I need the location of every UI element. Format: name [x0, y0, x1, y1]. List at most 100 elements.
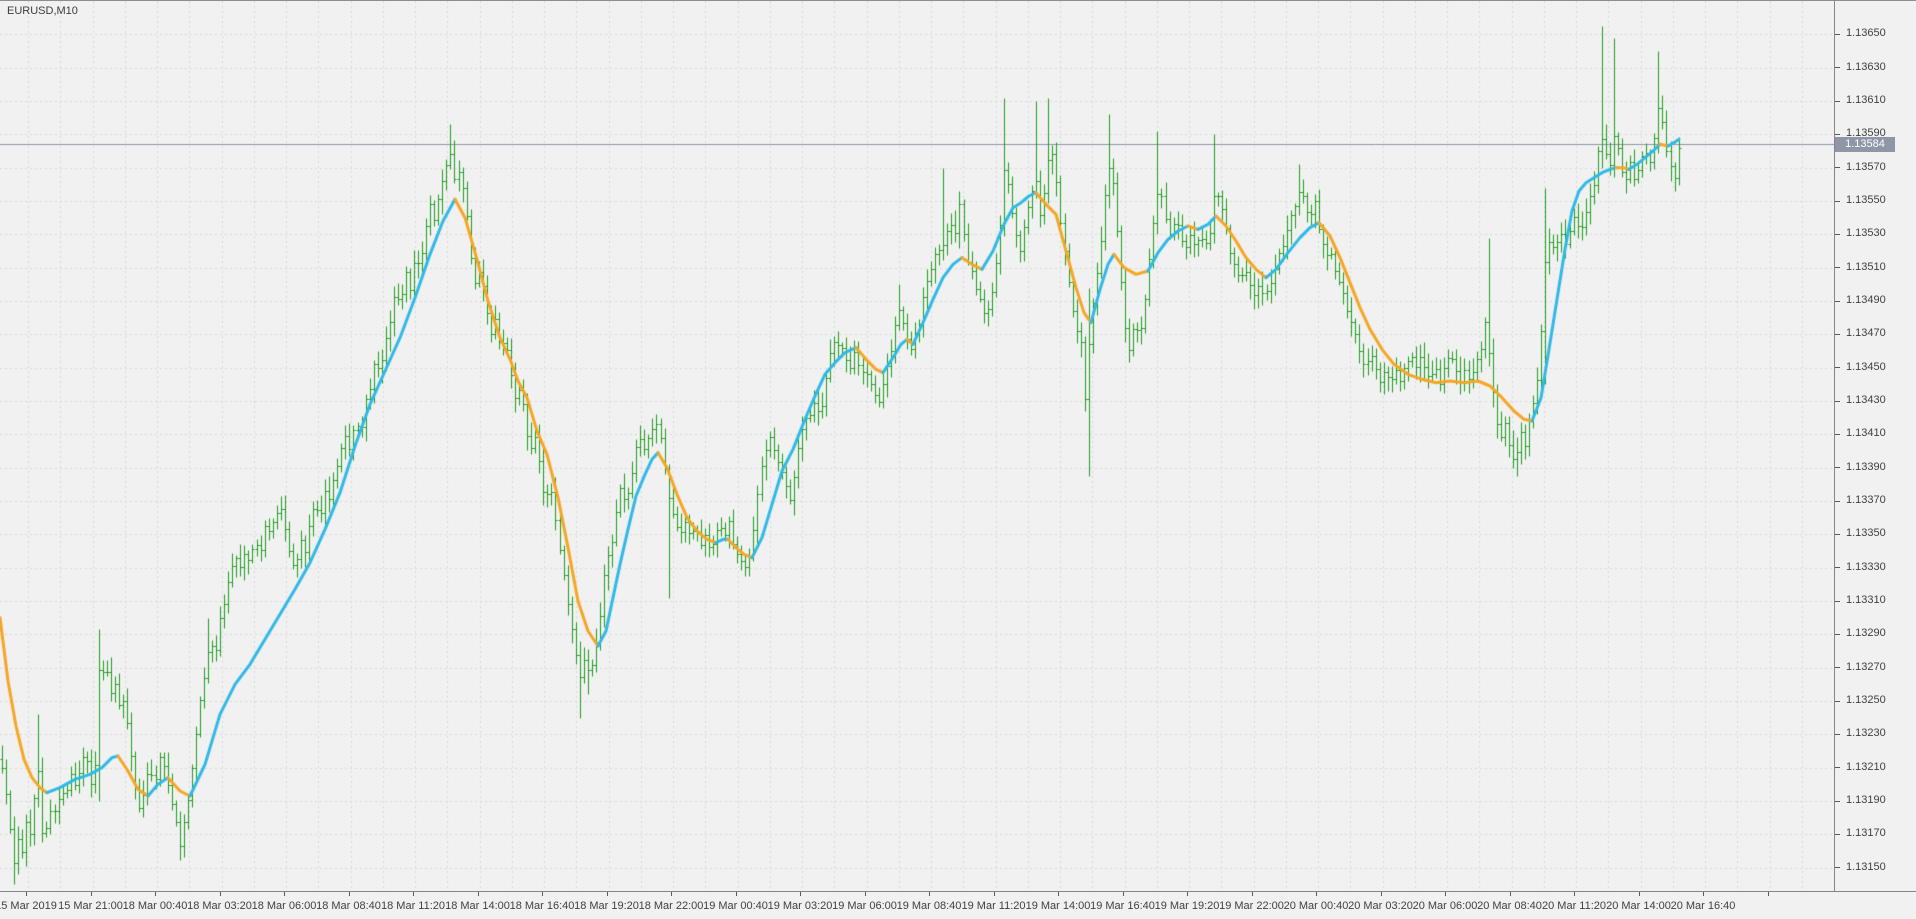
- time-axis-label: 19 Mar 16:40: [1090, 900, 1155, 912]
- price-axis-label: 1.13610: [1846, 94, 1886, 106]
- time-axis-label: 18 Mar 14:00: [445, 900, 510, 912]
- time-axis-label: 15 Mar 21:00: [58, 900, 123, 912]
- time-axis-label: 19 Mar 08:40: [896, 900, 962, 912]
- price-axis-label: 1.13170: [1846, 827, 1886, 840]
- time-tick: [26, 892, 27, 896]
- price-tick: [1835, 700, 1840, 702]
- price-tick: [1835, 67, 1840, 69]
- price-axis-label: 1.13530: [1846, 227, 1886, 240]
- price-tick: [1835, 533, 1840, 535]
- price-tick: [1835, 667, 1840, 669]
- price-tick: [1835, 767, 1840, 769]
- price-tick: [1835, 200, 1840, 202]
- symbol-timeframe-label: EURUSD,M10: [7, 5, 78, 17]
- time-axis-label: 19 Mar 03:20: [767, 900, 833, 912]
- time-tick: [735, 892, 737, 896]
- time-tick: [1574, 892, 1575, 896]
- price-axis-label: 1.13250: [1846, 694, 1886, 706]
- price-axis[interactable]: 1.13650 1.13630 1.13610 1.13590 1.13570 1.135…: [1834, 1, 1916, 891]
- price-axis-label: 1.13550: [1846, 194, 1886, 206]
- time-axis-label: 18 Mar 06:00: [251, 900, 317, 912]
- time-axis-label: 18 Mar 22:00: [638, 900, 704, 912]
- price-axis-label: 1.13390: [1846, 460, 1886, 473]
- price-tick: [1835, 167, 1840, 169]
- price-axis-label: 1.13450: [1846, 360, 1886, 373]
- price-tick: [1835, 300, 1840, 302]
- price-axis-label: 1.13330: [1846, 560, 1886, 573]
- price-axis-label: 1.13370: [1846, 494, 1886, 506]
- time-tick: [1638, 892, 1640, 896]
- price-tick: [1835, 367, 1840, 369]
- time-axis-label: 20 Mar 06:00: [1412, 900, 1478, 912]
- price-tick: [1835, 467, 1840, 469]
- time-tick: [413, 892, 414, 896]
- price-tick: [1835, 33, 1840, 35]
- time-axis-label: 18 Mar 08:40: [316, 900, 381, 912]
- price-tick: [1835, 267, 1840, 269]
- time-axis-label: 19 Mar 14:00: [1025, 900, 1091, 912]
- price-axis-label: 1.13630: [1846, 60, 1886, 73]
- time-axis-label: 18 Mar 11:20: [380, 900, 446, 912]
- time-tick: [1767, 892, 1769, 896]
- price-tick: [1835, 867, 1840, 869]
- price-tick: [1835, 100, 1840, 102]
- price-axis-label: 1.13210: [1846, 760, 1886, 773]
- price-axis-label: 1.13510: [1846, 260, 1886, 273]
- time-axis-label: 20 Mar 00:40: [1283, 900, 1349, 912]
- price-tick: [1835, 800, 1840, 802]
- price-tick: [1835, 233, 1840, 235]
- time-tick: [1187, 892, 1188, 896]
- time-tick: [284, 892, 285, 896]
- price-tick: [1835, 600, 1840, 602]
- current-price-badge: 1.13584: [1835, 136, 1895, 152]
- price-axis-label: 1.13490: [1846, 294, 1886, 306]
- time-axis-label: 19 Mar 00:40: [703, 900, 768, 912]
- price-tick: [1835, 333, 1840, 335]
- time-tick: [1251, 892, 1253, 896]
- price-tick: [1835, 833, 1840, 835]
- time-tick: [542, 892, 543, 896]
- time-axis-label: 18 Mar 16:40: [509, 900, 575, 912]
- time-tick: [1316, 892, 1317, 896]
- time-tick: [993, 892, 995, 896]
- price-axis-label: 1.13590: [1846, 127, 1886, 140]
- time-axis-label: 19 Mar 19:20: [1154, 900, 1220, 912]
- price-tick: [1835, 500, 1840, 502]
- time-tick: [219, 892, 221, 896]
- price-axis-label: 1.13190: [1846, 794, 1886, 806]
- price-axis-label: 1.13270: [1846, 660, 1886, 673]
- time-axis-label: 20 Mar 14:00: [1606, 900, 1671, 912]
- price-axis-label: 1.13310: [1846, 594, 1886, 606]
- time-axis-label: 20 Mar 08:40: [1477, 900, 1542, 912]
- price-chart-canvas[interactable]: [0, 1, 1834, 891]
- price-axis-label: 1.13150: [1846, 860, 1886, 873]
- price-axis-label: 1.13350: [1846, 527, 1886, 540]
- time-tick: [929, 892, 930, 896]
- time-tick: [477, 892, 479, 896]
- time-axis-label: 18 Mar 00:40: [122, 900, 188, 912]
- time-axis-label: 18 Mar 03:20: [187, 900, 252, 912]
- time-axis-label: 19 Mar 22:00: [1219, 900, 1284, 912]
- time-tick: [1509, 892, 1511, 896]
- time-tick: [348, 892, 350, 896]
- time-tick: [1058, 892, 1059, 896]
- time-axis[interactable]: 15 Mar 2019 15 Mar 21:00 18 Mar 00:40 18 Ma…: [0, 891, 1916, 919]
- time-axis-label: 19 Mar 11:20: [961, 900, 1026, 912]
- price-axis-label: 1.13290: [1846, 627, 1886, 640]
- price-axis-label: 1.13230: [1846, 727, 1886, 740]
- price-axis-label: 1.13470: [1846, 327, 1886, 340]
- time-axis-label: 15 Mar 2019: [0, 900, 57, 912]
- time-axis-label: 18 Mar 19:20: [574, 900, 639, 912]
- price-tick: [1835, 400, 1840, 402]
- price-tick: [1835, 633, 1840, 635]
- time-axis-label: 20 Mar 16:40: [1670, 900, 1736, 912]
- time-tick: [1122, 892, 1124, 896]
- price-tick: [1835, 133, 1840, 135]
- price-tick: [1835, 433, 1840, 435]
- time-tick: [1445, 892, 1446, 896]
- price-axis-label: 1.13570: [1846, 160, 1886, 173]
- price-tick: [1835, 733, 1840, 735]
- time-tick: [671, 892, 672, 896]
- time-axis-label: 20 Mar 11:20: [1541, 900, 1607, 912]
